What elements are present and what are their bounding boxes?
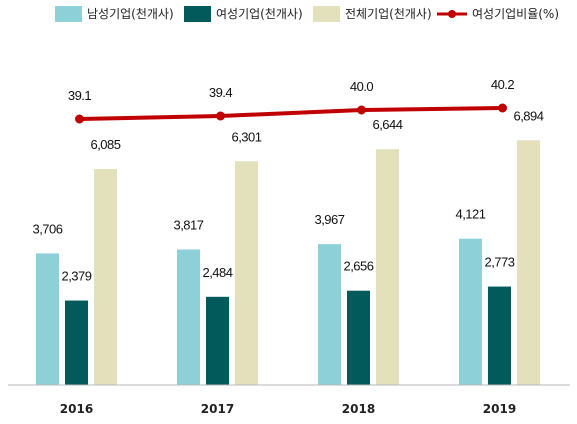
bar-label-3-2016: 6,085 [90, 137, 120, 152]
bar-2-2018 [347, 290, 370, 385]
bar-1-2018 [318, 244, 341, 385]
bar-label-3-2017: 6,301 [231, 129, 261, 144]
bar-3-2016 [94, 168, 117, 385]
legend-swatch-1 [55, 6, 82, 22]
line-point-2016 [75, 114, 84, 124]
bar-label-1-2016: 3,706 [32, 221, 62, 236]
legend-label-4: 여성기업비율(%) [472, 7, 559, 21]
bar-3-2018 [376, 149, 399, 385]
bar-label-1-2017: 3,817 [173, 217, 203, 232]
bar-3-2019 [517, 140, 540, 385]
line-label-2016: 39.1 [68, 88, 92, 103]
legend-swatch-2 [184, 6, 211, 22]
line-label-2018: 40.0 [350, 79, 374, 94]
legend-label-3: 전체기업(천개사) [345, 6, 432, 21]
x-tick-2019: 2019 [483, 402, 516, 416]
line-point-2019 [498, 103, 507, 113]
bar-2-2017 [206, 296, 229, 385]
bar-label-3-2018: 6,644 [372, 117, 402, 132]
legend-label-2: 여성기업(천개사) [216, 6, 303, 21]
bar-1-2019 [459, 238, 482, 385]
x-tick-2017: 2017 [201, 402, 234, 416]
line-label-2019: 40.2 [491, 77, 515, 92]
bar-1-2016 [36, 253, 59, 385]
x-axis-ticks: 2016 2017 2018 2019 [60, 402, 516, 416]
bar-label-2-2019: 2,773 [484, 255, 514, 270]
line-ratio [79, 106, 503, 121]
bar-label-3-2019: 6,894 [513, 108, 543, 123]
bar-1-2017 [177, 249, 200, 385]
legend-swatch-3 [313, 6, 340, 22]
bar-label-2-2016: 2,379 [61, 269, 91, 284]
bar-3-2017 [235, 161, 258, 385]
bar-label-1-2018: 3,967 [314, 212, 344, 227]
x-tick-2016: 2016 [60, 402, 93, 416]
line-point-2017 [216, 111, 225, 121]
line-series: 39.1 39.4 40.0 40.2 [68, 77, 515, 124]
line-label-2017: 39.4 [209, 85, 233, 100]
legend: 남성기업(천개사) 여성기업(천개사) 전체기업(천개사) 여성기업비율(%) [55, 6, 559, 22]
bar-series: 3,706 2,379 6,085 3,817 2,484 6,301 3,967 2,656… [32, 108, 544, 385]
bar-label-2-2018: 2,656 [343, 259, 373, 274]
bar-label-2-2017: 2,484 [202, 265, 232, 280]
legend-swatch-marker [448, 10, 456, 18]
bar-2-2016 [65, 300, 88, 385]
legend-label-1: 남성기업(천개사) [87, 6, 174, 21]
line-point-2018 [357, 105, 366, 115]
bar-2-2019 [488, 286, 511, 385]
bar-label-1-2019: 4,121 [455, 207, 485, 222]
x-tick-2018: 2018 [342, 402, 375, 416]
